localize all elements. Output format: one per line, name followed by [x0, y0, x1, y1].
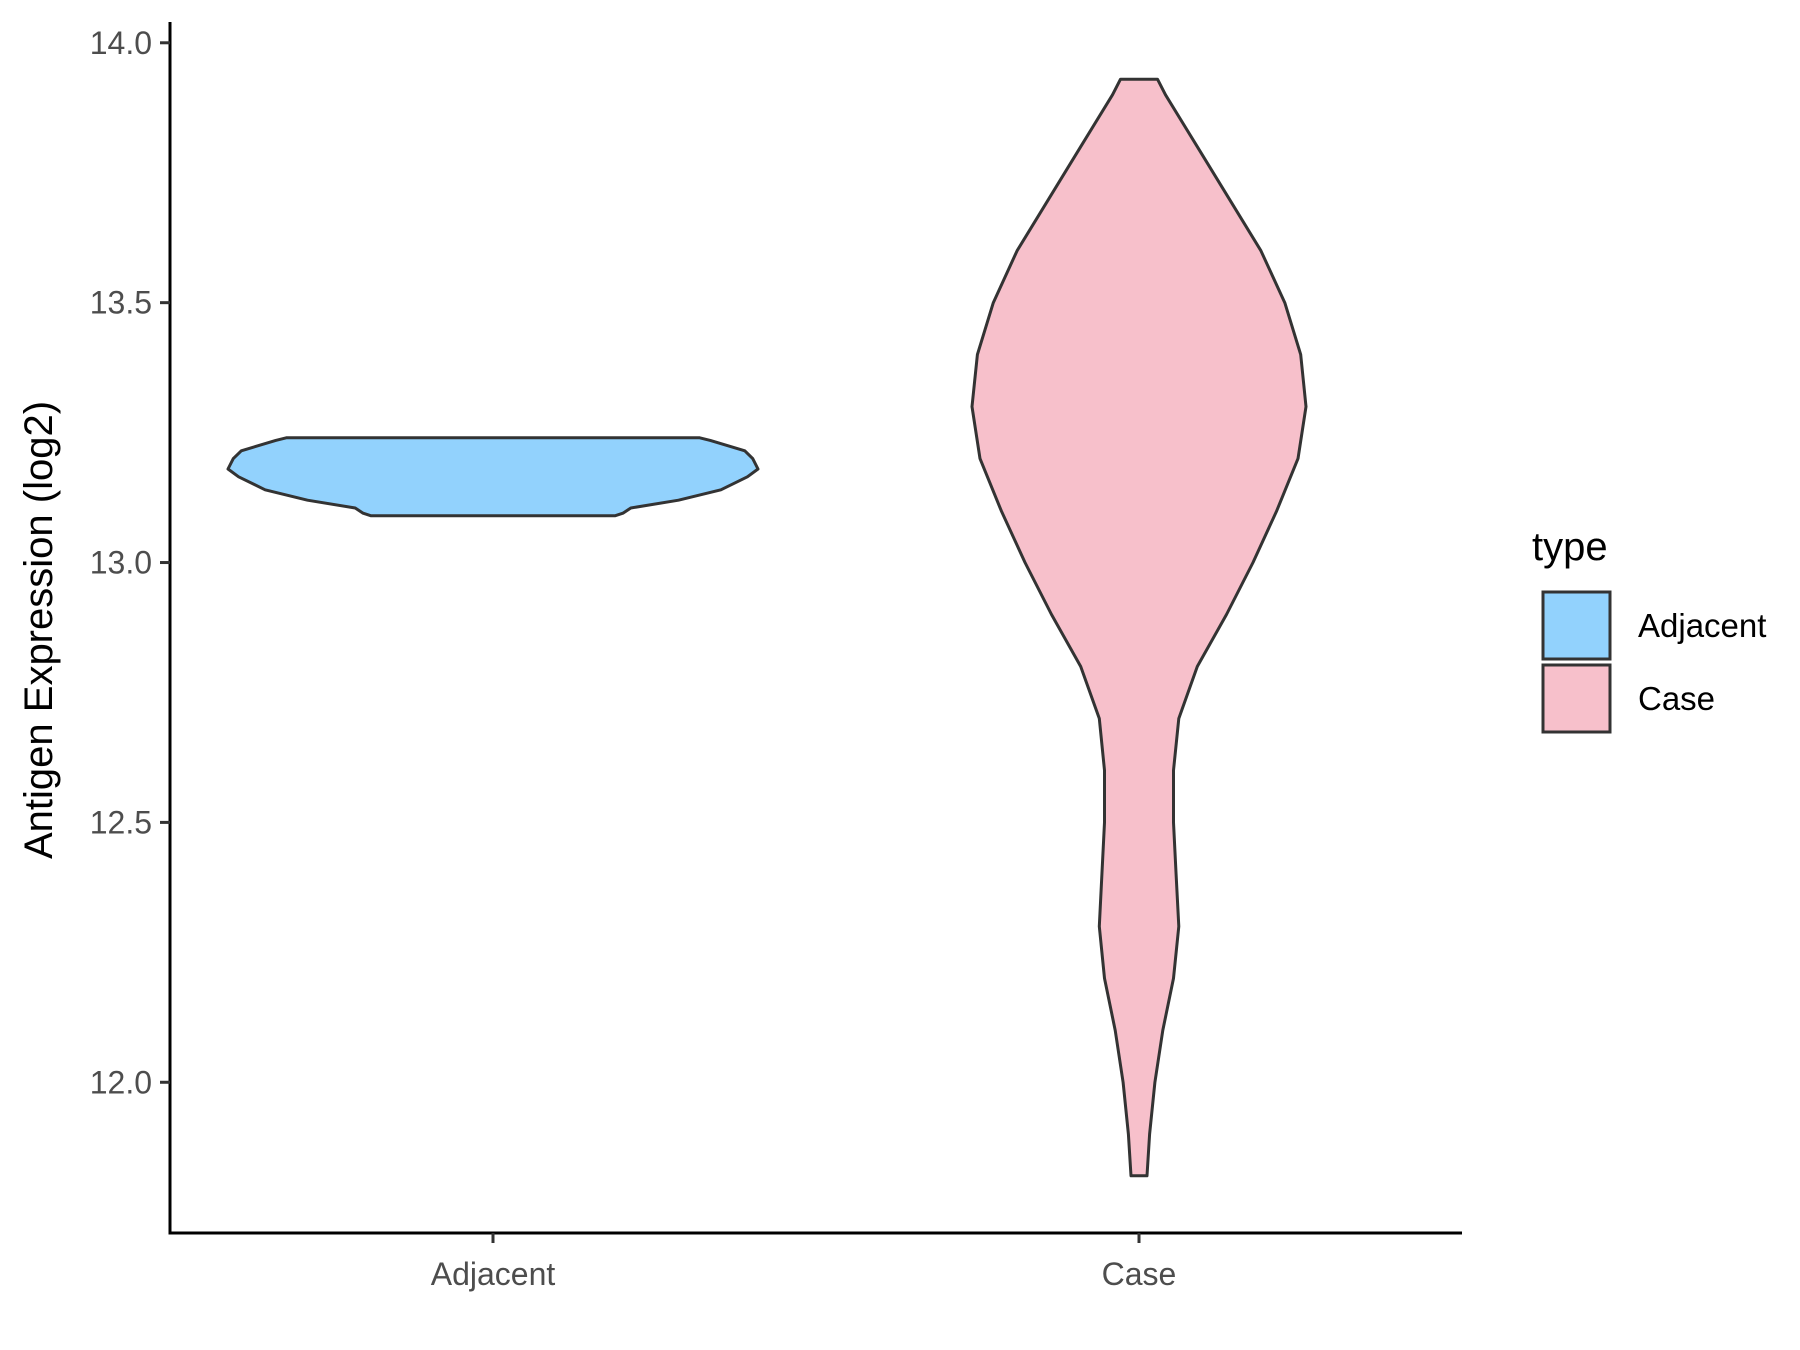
- y-axis-ticks: 12.0 12.5 13.0 13.5 14.0: [90, 25, 170, 1100]
- y-tick-label: 12.0: [90, 1064, 152, 1100]
- legend-title: type: [1532, 525, 1608, 569]
- x-tick-label: Adjacent: [431, 1256, 556, 1292]
- x-tick-label: Case: [1102, 1256, 1177, 1292]
- legend-label-case: Case: [1638, 680, 1715, 717]
- x-axis-ticks: Adjacent Case: [431, 1233, 1177, 1292]
- violin-adjacent: [226, 436, 760, 518]
- y-tick-label: 14.0: [90, 25, 152, 61]
- y-tick-label: 13.0: [90, 545, 152, 581]
- legend: type Adjacent Case: [1532, 525, 1766, 734]
- axes: 12.0 12.5 13.0 13.5 14.0 Adjacent Case: [90, 22, 1462, 1292]
- violin-layer: [226, 77, 1308, 1178]
- violin-case: [970, 77, 1308, 1178]
- y-axis-title: Antigen Expression (log2): [17, 401, 61, 859]
- legend-items: Adjacent Case: [1541, 590, 1766, 734]
- y-tick-label: 13.5: [90, 285, 152, 321]
- y-tick-label: 12.5: [90, 804, 152, 840]
- legend-key-case: [1541, 663, 1612, 734]
- legend-label-adjacent: Adjacent: [1638, 607, 1766, 644]
- legend-key-adjacent: [1541, 590, 1612, 661]
